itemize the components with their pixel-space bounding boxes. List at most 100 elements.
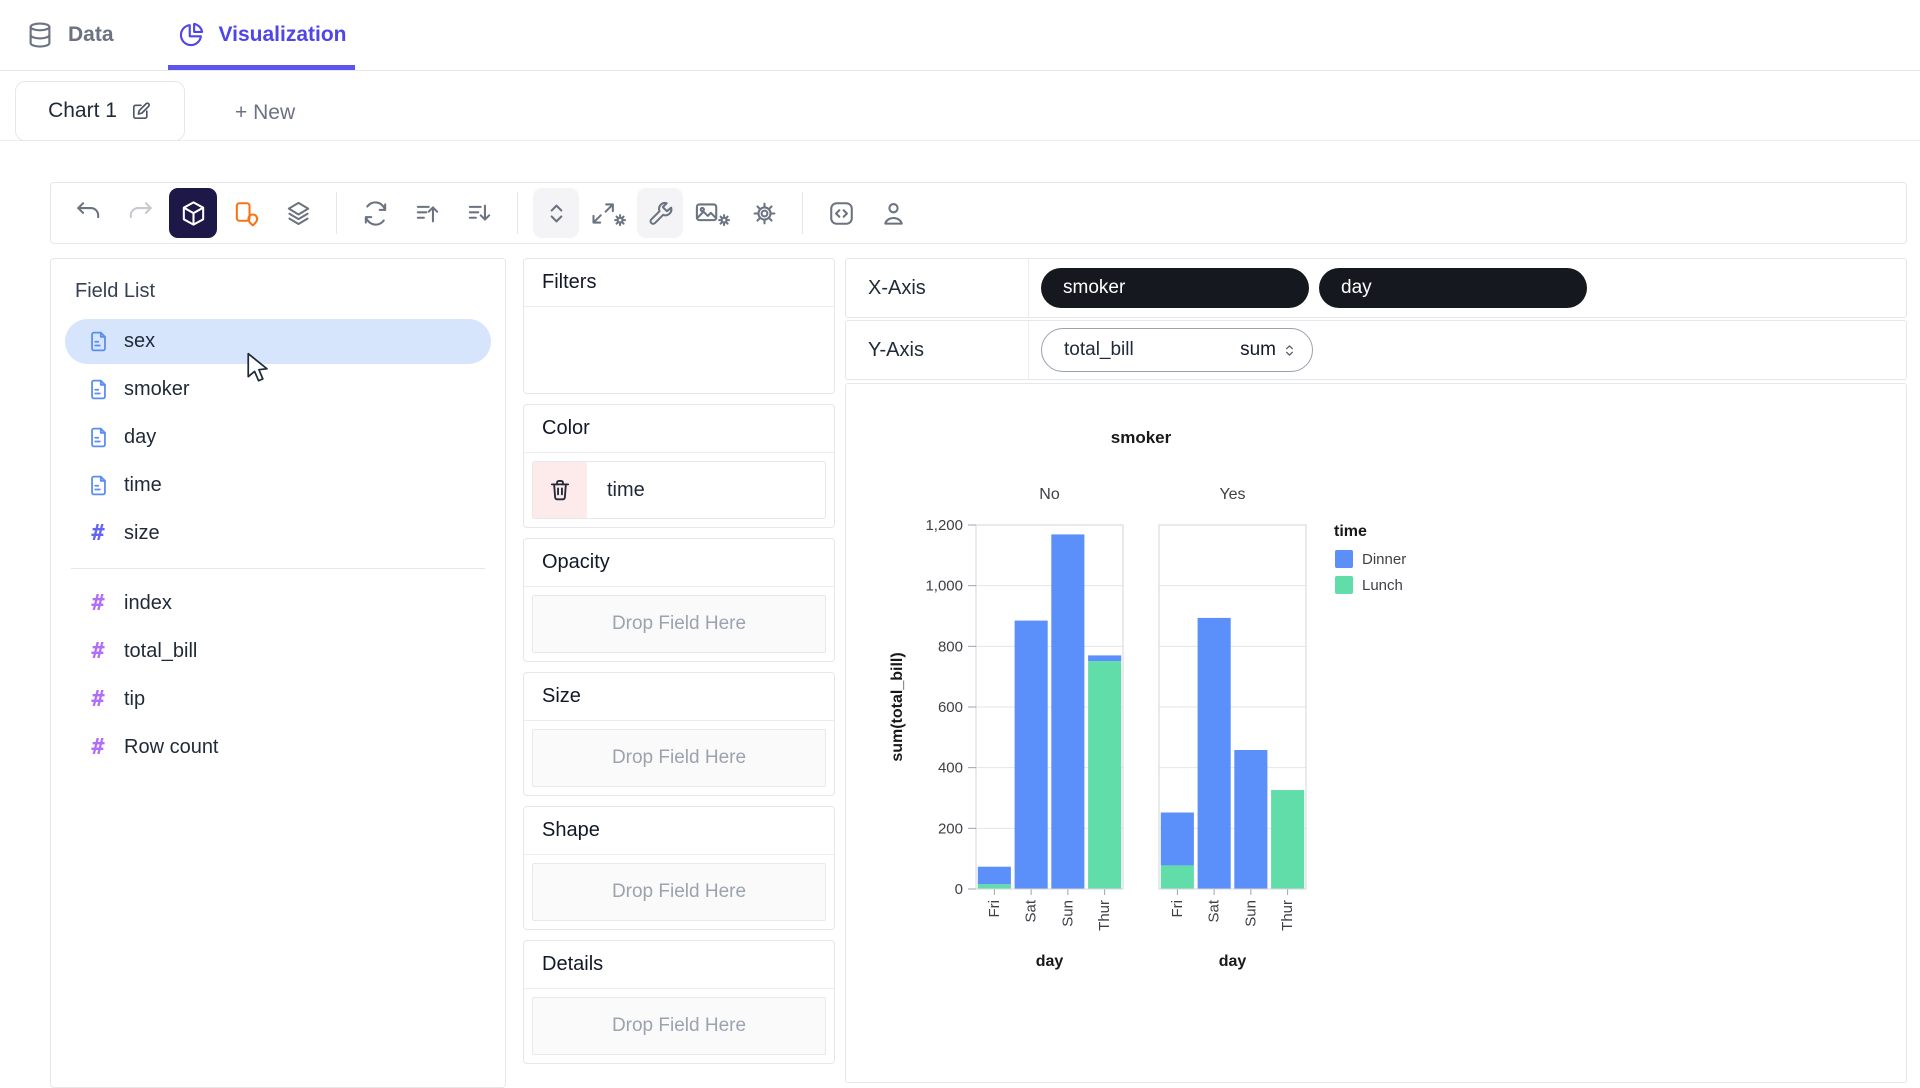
user-button[interactable] xyxy=(870,188,916,238)
field-item-sex[interactable]: sex xyxy=(65,319,491,364)
field-item-index[interactable]: # index xyxy=(65,581,491,626)
svg-text:Thur: Thur xyxy=(1279,900,1296,931)
transpose-button[interactable] xyxy=(352,188,398,238)
undo-button[interactable] xyxy=(65,188,111,238)
database-icon xyxy=(25,20,55,50)
color-field-label: time xyxy=(607,478,645,501)
y-axis-shelf: Y-Axis total_bill sum xyxy=(845,320,1907,380)
field-label: Row count xyxy=(124,736,219,758)
bar-No-Sat-Dinner xyxy=(1014,620,1048,889)
field-item-row-count[interactable]: # Row count xyxy=(65,725,491,770)
svg-text:Fri: Fri xyxy=(1169,900,1186,918)
encoding-title: Opacity xyxy=(524,539,834,587)
bar-Yes-Thur-Lunch xyxy=(1271,790,1305,889)
svg-text:400: 400 xyxy=(938,760,963,777)
pie-chart-icon xyxy=(176,20,206,50)
encoding-size: Size Drop Field Here xyxy=(523,672,835,796)
field-label: smoker xyxy=(124,378,190,400)
field-item-total_bill[interactable]: # total_bill xyxy=(65,629,491,674)
text-field-icon xyxy=(85,425,111,450)
number-field-icon: # xyxy=(91,735,105,760)
svg-text:0: 0 xyxy=(955,881,963,898)
svg-text:Fri: Fri xyxy=(986,900,1003,918)
tab-visualization-label: Visualization xyxy=(218,23,347,46)
field-label: size xyxy=(124,522,160,544)
field-label: day xyxy=(124,426,157,448)
sort-asc-icon xyxy=(413,199,442,228)
field-pill-smoker[interactable]: smoker xyxy=(1041,268,1309,308)
tab-data[interactable]: Data xyxy=(25,0,114,70)
tab-data-label: Data xyxy=(68,23,114,46)
wrench-tool-button[interactable] xyxy=(637,188,683,238)
bar-Yes-Fri-Dinner xyxy=(1160,812,1194,866)
bar-No-Fri-Lunch xyxy=(977,884,1011,889)
stack-mode-button[interactable] xyxy=(275,188,321,238)
field-label: tip xyxy=(124,688,146,710)
svg-text:smoker: smoker xyxy=(1111,428,1172,447)
sort-descending-button[interactable] xyxy=(456,188,502,238)
svg-text:Thur: Thur xyxy=(1096,900,1113,931)
view-tabs: Data Visualization xyxy=(0,0,1920,71)
text-field-icon xyxy=(85,473,111,498)
field-list-panel: Field List sex smoker day time # size # index # t… xyxy=(50,258,506,1088)
text-field-icon xyxy=(85,329,111,354)
edit-pencil-icon[interactable] xyxy=(129,100,152,123)
chart[interactable]: No Fri Sat Sun Thur day Yes Fri Sat Sun Thur day 0 20… xyxy=(846,384,1906,1081)
shelf-dropzone[interactable]: total_bill sum xyxy=(1029,321,1906,379)
field-item-day[interactable]: day xyxy=(65,415,491,460)
settings-button[interactable] xyxy=(741,188,787,238)
svg-text:sum(total_bill): sum(total_bill) xyxy=(889,652,906,761)
axis-shelves: X-Axis smoker day Y-Axis total_bill sum xyxy=(845,258,1907,382)
refresh-icon xyxy=(361,199,390,228)
export-code-button[interactable] xyxy=(818,188,864,238)
field-item-smoker[interactable]: smoker xyxy=(65,367,491,412)
field-item-time[interactable]: time xyxy=(65,463,491,508)
number-field-icon: # xyxy=(91,687,105,712)
drop-zone-opacity[interactable]: Drop Field Here xyxy=(532,595,826,653)
svg-text:600: 600 xyxy=(938,699,963,716)
field-pill-day[interactable]: day xyxy=(1319,268,1587,308)
number-field-icon: # xyxy=(91,639,105,664)
geographic-mode-button[interactable] xyxy=(223,188,269,238)
filters-drop-area[interactable] xyxy=(524,307,834,393)
svg-text:Yes: Yes xyxy=(1219,486,1245,503)
toolbar-separator xyxy=(517,192,518,234)
field-label: time xyxy=(124,474,162,496)
svg-text:No: No xyxy=(1039,486,1060,503)
field-item-size[interactable]: # size xyxy=(65,511,491,556)
field-item-tip[interactable]: # tip xyxy=(65,677,491,722)
aggregation-select[interactable]: sum xyxy=(1240,339,1298,361)
encoding-shape: Shape Drop Field Here xyxy=(523,806,835,930)
new-chart-button[interactable]: + New xyxy=(235,100,296,124)
wrench-icon xyxy=(646,199,675,228)
x-axis-shelf: X-Axis smoker day xyxy=(845,258,1907,318)
svg-text:day: day xyxy=(1219,953,1247,970)
chart-tabs-bar: Chart 1 + New xyxy=(0,71,1920,141)
toolbar-separator xyxy=(336,192,337,234)
sort-ascending-button[interactable] xyxy=(404,188,450,238)
encoding-title: Details xyxy=(524,941,834,989)
bar-No-Thur-Dinner xyxy=(1088,655,1122,662)
mark-type-button[interactable] xyxy=(169,188,217,238)
drop-zone-size[interactable]: Drop Field Here xyxy=(532,729,826,787)
svg-text:1,000: 1,000 xyxy=(925,578,963,595)
undo-icon xyxy=(74,199,103,228)
axes-resize-button[interactable] xyxy=(533,188,579,238)
encoding-color: Color time xyxy=(523,404,835,528)
expand-gear-icon xyxy=(589,199,627,228)
field-pill-total_bill[interactable]: total_bill sum xyxy=(1041,328,1313,372)
shelf-dropzone[interactable]: smoker day xyxy=(1029,259,1906,317)
trash-icon[interactable] xyxy=(533,462,587,518)
drop-zone-details[interactable]: Drop Field Here xyxy=(532,997,826,1055)
resize-settings-button[interactable] xyxy=(585,188,631,238)
number-field-icon: # xyxy=(91,591,105,616)
color-field-pill[interactable]: time xyxy=(532,461,826,519)
encoding-opacity: Opacity Drop Field Here xyxy=(523,538,835,662)
redo-button[interactable] xyxy=(117,188,163,238)
toolbar-separator xyxy=(802,192,803,234)
tab-visualization[interactable]: Visualization xyxy=(167,0,355,70)
tab-chart-1[interactable]: Chart 1 xyxy=(15,81,185,141)
export-image-button[interactable] xyxy=(689,188,735,238)
field-label: sex xyxy=(124,330,156,352)
drop-zone-shape[interactable]: Drop Field Here xyxy=(532,863,826,921)
